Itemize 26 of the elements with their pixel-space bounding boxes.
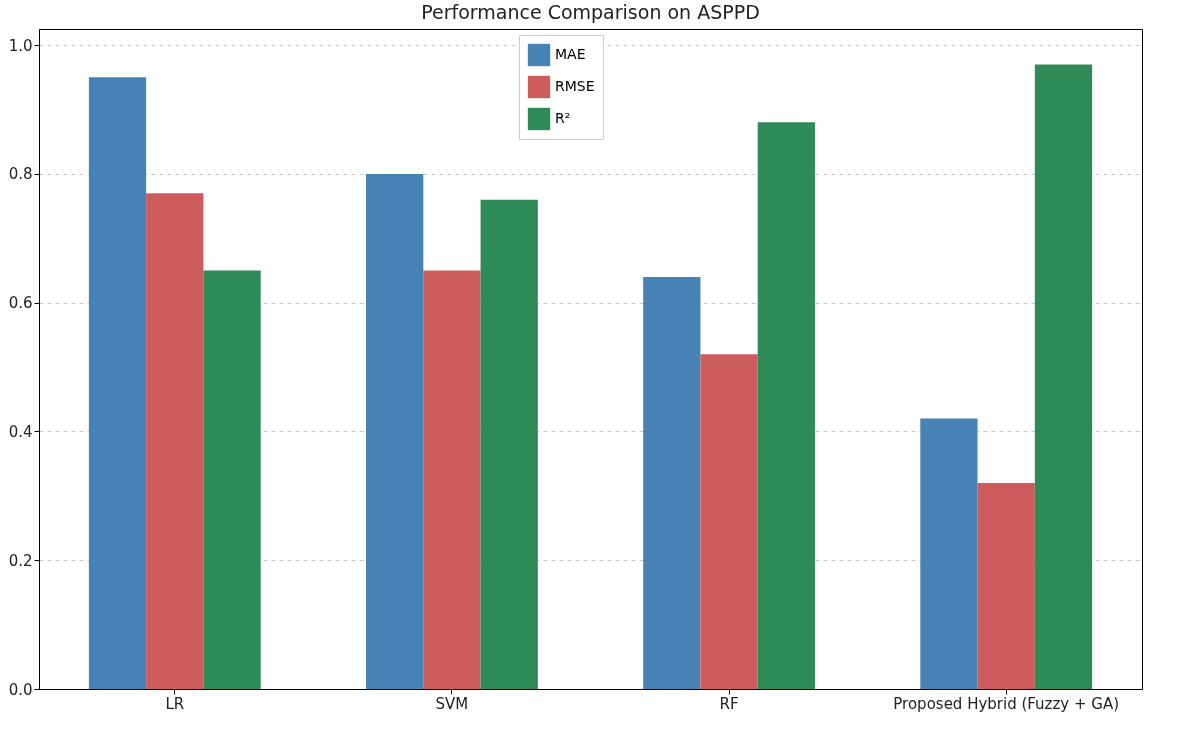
bar xyxy=(1034,64,1093,689)
y-tick-label: 0.8 xyxy=(8,165,33,184)
bar xyxy=(643,276,701,689)
x-tick-label: SVM xyxy=(435,694,469,713)
legend-label: RMSE xyxy=(555,78,595,94)
bar xyxy=(146,193,204,689)
y-tick-label: 0.2 xyxy=(8,551,33,570)
bar xyxy=(700,354,758,689)
bar xyxy=(423,270,481,689)
y-tick-label: 1.0 xyxy=(8,36,33,55)
legend-label: R² xyxy=(555,110,571,126)
x-tick-label: LR xyxy=(165,694,185,713)
legend-label: MAE xyxy=(555,46,586,62)
bar xyxy=(977,482,1035,689)
chart-title: Performance Comparison on ASPPD xyxy=(421,1,760,23)
bar xyxy=(203,270,261,689)
bar xyxy=(757,122,815,689)
x-tick-label: RF xyxy=(719,694,739,713)
y-tick-label: 0.4 xyxy=(8,422,33,441)
y-tick-label: 0.6 xyxy=(8,294,33,313)
y-tick-label: 0.0 xyxy=(8,680,33,699)
x-tick-label: Proposed Hybrid (Fuzzy + GA) xyxy=(893,694,1120,713)
bar xyxy=(480,199,538,689)
bar xyxy=(920,418,978,689)
bar xyxy=(88,77,147,689)
bar xyxy=(366,173,424,689)
